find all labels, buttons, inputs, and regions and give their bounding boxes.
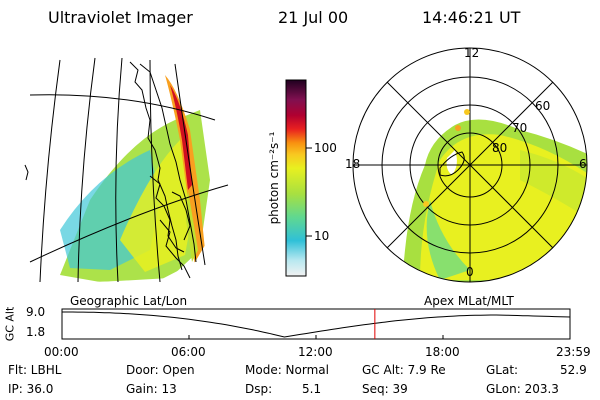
lat-70-label: 70 xyxy=(512,121,528,135)
mlt-0-label: 0 xyxy=(466,265,474,279)
altitude-ymax: 9.0 xyxy=(26,305,46,319)
altitude-ylabel: GC Alt xyxy=(3,306,17,342)
mode-status: Mode: Normal xyxy=(245,363,329,377)
altitude-plot xyxy=(61,308,571,340)
altitude-ymin: 1.8 xyxy=(26,325,46,339)
time-tick-2: 12:00 xyxy=(298,345,333,359)
seq-status: Seq: 39 xyxy=(362,382,408,396)
time-tick-4: 23:59 xyxy=(556,345,591,359)
geographic-caption: Geographic Lat/Lon xyxy=(70,294,188,308)
observation-time: 14:46:21 UT xyxy=(422,8,521,27)
door-status: Door: Open xyxy=(126,363,195,377)
glat-value: 52.9 xyxy=(560,363,587,377)
filter-status: Flt: LBHL xyxy=(8,363,62,377)
polar-map xyxy=(352,47,588,283)
mlt-6-label: 6 xyxy=(579,157,587,171)
ip-status: IP: 36.0 xyxy=(8,382,54,396)
glon-status: GLon: 203.3 xyxy=(486,382,559,396)
glat-label: GLat: xyxy=(486,363,519,377)
gain-status: Gain: 13 xyxy=(126,382,177,396)
colorbar-tick-10: 10 xyxy=(314,229,330,243)
lat-80-label: 80 xyxy=(492,141,508,155)
mlt-12-label: 12 xyxy=(464,46,480,60)
time-tick-0: 00:00 xyxy=(44,345,79,359)
color-scale-bar xyxy=(285,79,312,277)
observation-date: 21 Jul 00 xyxy=(278,8,349,27)
geographic-map xyxy=(24,57,229,283)
mlt-18-label: 18 xyxy=(345,157,361,171)
altitude-curve xyxy=(62,311,571,338)
colorbar-tick-100: 100 xyxy=(314,141,337,155)
dsp-value: 5.1 xyxy=(302,382,322,396)
gc-alt-status: GC Alt: 7.9 Re xyxy=(362,363,446,377)
colorbar-unit-label: photon cm⁻²s⁻¹ xyxy=(267,131,281,225)
time-tick-1: 06:00 xyxy=(171,345,206,359)
lat-60-label: 60 xyxy=(535,99,551,113)
dsp-label: Dsp: xyxy=(245,382,273,396)
time-tick-3: 18:00 xyxy=(425,345,460,359)
instrument-title: Ultraviolet Imager xyxy=(48,8,193,27)
apex-caption: Apex MLat/MLT xyxy=(424,294,514,308)
